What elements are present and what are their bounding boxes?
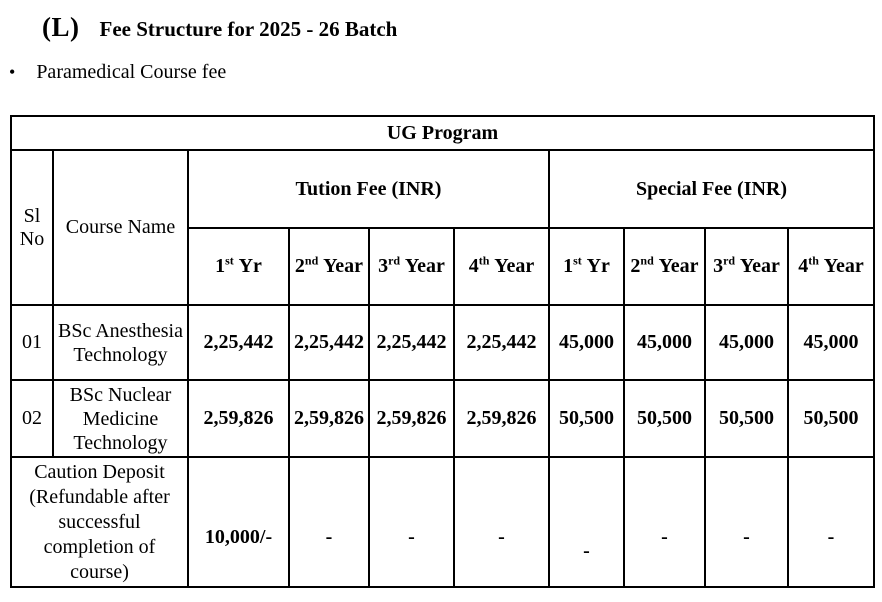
ordinal-suffix: nd xyxy=(304,253,319,268)
sl-no-cell: 01 xyxy=(10,304,54,381)
header-tuition-fee-group: Tution Fee (INR) xyxy=(187,149,550,229)
fee-cell: 2,25,442 xyxy=(453,304,550,381)
table-row-program: UG Program xyxy=(10,115,875,151)
year-header-special-4: 4th Year xyxy=(787,227,875,306)
dash-placeholder: - xyxy=(583,539,590,562)
ordinal-suffix: th xyxy=(808,253,819,268)
ordinal-suffix: st xyxy=(573,253,582,268)
caution-value-cell: - xyxy=(288,456,370,588)
fee-cell: 45,000 xyxy=(548,304,625,381)
course-name-cell: BSc Nuclear Medicine Technology xyxy=(52,379,189,458)
table-row-course-2: 02 BSc Nuclear Medicine Technology 2,59,… xyxy=(10,379,875,458)
fee-cell: 2,25,442 xyxy=(288,304,370,381)
fee-cell: 50,500 xyxy=(548,379,625,458)
year-number: 1 xyxy=(563,255,574,277)
year-header-special-3: 3rd Year xyxy=(704,227,789,306)
year-number: 1 xyxy=(215,255,226,277)
year-word: Year xyxy=(494,255,535,277)
year-word: Yr xyxy=(238,255,262,277)
fee-structure-table: UG Program Sl No Course Name Tution Fee … xyxy=(10,115,875,588)
year-word: Year xyxy=(739,255,780,277)
year-header-tuition-3: 3rd Year xyxy=(368,227,455,306)
year-number: 2 xyxy=(630,255,641,277)
year-word: Year xyxy=(323,255,364,277)
caution-amount: 10,000/- xyxy=(204,525,273,548)
table-row-caution-deposit: Caution Deposit (Refundable after succes… xyxy=(10,456,875,588)
year-header-tuition-4: 4th Year xyxy=(453,227,550,306)
caution-value-cell: - xyxy=(704,456,789,588)
year-word: Year xyxy=(658,255,699,277)
table-row-group-headers: Sl No Course Name Tution Fee (INR) Speci… xyxy=(10,149,875,306)
table-row-course-1: 01 BSc Anesthesia Technology 2,25,442 2,… xyxy=(10,304,875,381)
ordinal-suffix: nd xyxy=(640,253,654,268)
fee-cell: 50,500 xyxy=(623,379,706,458)
dash-placeholder: - xyxy=(827,525,835,548)
page-title: (L) Fee Structure for 2025 - 26 Batch xyxy=(42,12,397,43)
fee-cell: 2,25,442 xyxy=(187,304,290,381)
caution-value-cell: - xyxy=(368,456,455,588)
caution-value-cell: - xyxy=(623,456,706,588)
year-word: Year xyxy=(404,255,445,277)
year-header-tuition-1: 1st Yr xyxy=(187,227,290,306)
header-special-fee-group: Special Fee (INR) xyxy=(548,149,875,229)
caution-value-cell: 10,000/- xyxy=(187,456,290,588)
fee-cell: 2,59,826 xyxy=(368,379,455,458)
dash-placeholder: - xyxy=(325,525,333,548)
bullet-label: Paramedical Course fee xyxy=(36,61,227,83)
year-number: 4 xyxy=(468,255,479,277)
dash-placeholder: - xyxy=(661,525,668,548)
year-word: Year xyxy=(823,255,864,277)
dash-placeholder: - xyxy=(743,525,750,548)
section-title: Fee Structure for 2025 - 26 Batch xyxy=(99,17,398,41)
fee-cell: 50,500 xyxy=(704,379,789,458)
sl-no-cell: 02 xyxy=(10,379,54,458)
ordinal-suffix: th xyxy=(478,253,490,268)
fee-cell: 45,000 xyxy=(704,304,789,381)
ordinal-suffix: st xyxy=(225,253,234,268)
fee-cell: 45,000 xyxy=(787,304,875,381)
year-number: 3 xyxy=(378,255,389,277)
year-header-special-1: 1st Yr xyxy=(548,227,625,306)
bullet-icon: • xyxy=(9,62,16,82)
year-header-tuition-2: 2nd Year xyxy=(288,227,370,306)
program-header-cell: UG Program xyxy=(10,115,875,151)
dash-placeholder: - xyxy=(498,525,505,548)
fee-cell: 45,000 xyxy=(623,304,706,381)
fee-cell: 2,59,826 xyxy=(288,379,370,458)
year-header-special-2: 2nd Year xyxy=(623,227,706,306)
bullet-item: • Paramedical Course fee xyxy=(9,61,226,84)
table-row-year-headers: 1st Yr 2nd Year 3rd Year 4th Year 1st Yr 2nd Y… xyxy=(11,227,875,306)
caution-deposit-label: Caution Deposit (Refundable after succes… xyxy=(10,456,189,588)
course-name-cell: BSc Anesthesia Technology xyxy=(52,304,189,381)
year-word: Yr xyxy=(586,255,610,277)
year-number: 4 xyxy=(798,255,809,277)
header-sl-no: Sl No xyxy=(10,149,54,306)
header-course-name: Course Name xyxy=(52,149,189,306)
dash-placeholder: - xyxy=(408,525,415,548)
section-label: (L) xyxy=(42,12,80,42)
year-number: 2 xyxy=(294,255,305,277)
ordinal-suffix: rd xyxy=(388,253,401,268)
caution-value-cell: - xyxy=(453,456,550,588)
fee-cell: 2,25,442 xyxy=(368,304,455,381)
fee-cell: 2,59,826 xyxy=(453,379,550,458)
year-number: 3 xyxy=(713,255,724,277)
caution-value-cell: - xyxy=(787,456,875,588)
ordinal-suffix: rd xyxy=(723,253,736,268)
caution-value-cell: - xyxy=(548,456,625,588)
fee-cell: 2,59,826 xyxy=(187,379,290,458)
fee-cell: 50,500 xyxy=(787,379,875,458)
